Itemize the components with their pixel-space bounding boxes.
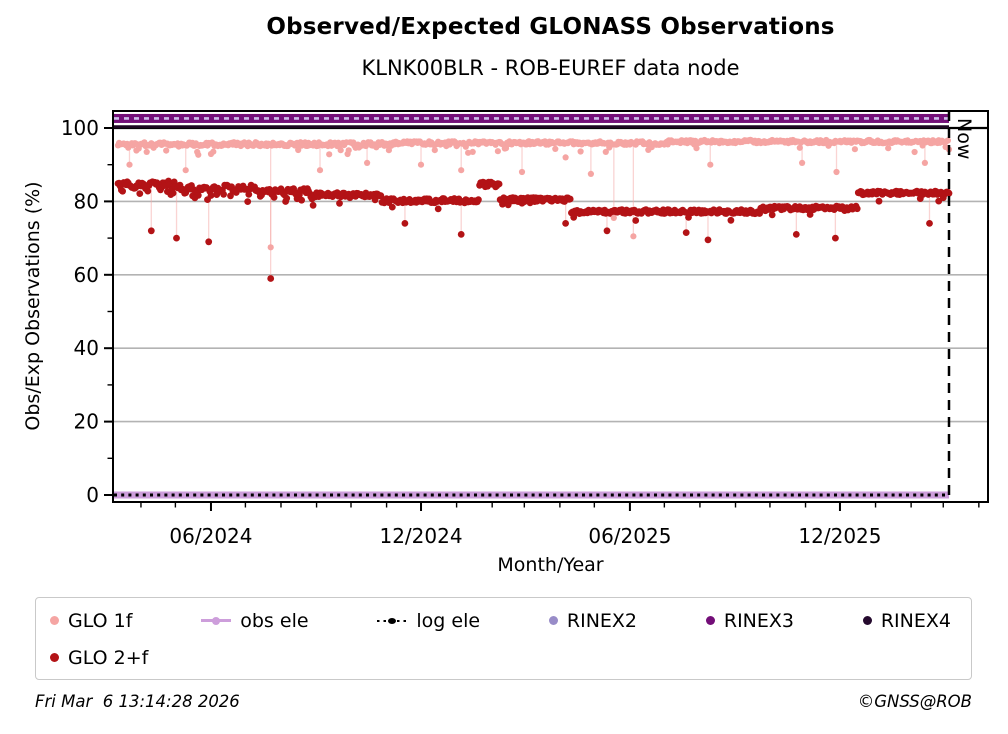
legend-item-glo-1f: GLO 1f bbox=[50, 610, 132, 632]
copyright-text: ©GNSS@ROB bbox=[857, 692, 972, 711]
legend-label: GLO 2+f bbox=[68, 646, 149, 669]
legend-item-rinex2: RINEX2 bbox=[548, 609, 638, 632]
legend-item-log-ele: log ele bbox=[377, 610, 480, 632]
obs-ele-overlay bbox=[114, 491, 949, 499]
glo-1f-marker-icon bbox=[50, 616, 59, 625]
y-tick-label: 100 bbox=[61, 116, 99, 140]
legend-item-glo-2-f: GLO 2+f bbox=[50, 647, 148, 669]
rinex2-marker-icon bbox=[548, 616, 558, 625]
x-tick-label: 12/2024 bbox=[379, 524, 462, 548]
outlier-droplines bbox=[128, 145, 931, 279]
y-axis-tick-labels: 0 20 40 60 80 100 bbox=[61, 116, 99, 507]
chart-subtitle: KLNK00BLR - ROB-EUREF data node bbox=[361, 56, 740, 80]
plot-frame bbox=[112, 110, 989, 503]
rinex4-marker-icon bbox=[862, 616, 872, 625]
y-tick-label: 80 bbox=[74, 189, 99, 213]
legend-item-rinex3: RINEX3 bbox=[705, 609, 795, 632]
rinex3-marker-icon bbox=[705, 616, 715, 625]
log-ele-marker-icon bbox=[377, 616, 408, 625]
legend-label: RINEX2 bbox=[566, 609, 638, 632]
x-tick-label: 06/2024 bbox=[169, 524, 252, 548]
rinex3-overlay bbox=[114, 113, 949, 123]
x-tick-label: 12/2025 bbox=[798, 524, 881, 548]
legend-label: GLO 1f bbox=[68, 609, 133, 632]
y-tick-label: 60 bbox=[74, 263, 99, 287]
y-axis-ticks bbox=[104, 127, 113, 496]
y-tick-label: 20 bbox=[74, 410, 99, 434]
legend-item-rinex4: RINEX4 bbox=[862, 609, 951, 632]
chart-legend: GLO 1f obs ele log ele RINEX2 RINEX3 RINEX4 GL… bbox=[35, 597, 972, 680]
legend-label: obs ele bbox=[240, 609, 309, 632]
gridlines bbox=[113, 200, 988, 423]
x-tick-label: 06/2025 bbox=[588, 524, 671, 548]
glo-2-f-marker-icon bbox=[50, 653, 59, 662]
x-axis-tick-labels: 06/2024 12/2024 06/2025 12/2025 bbox=[169, 524, 881, 548]
obs-ele-marker-icon bbox=[201, 616, 232, 625]
now-label: Now bbox=[953, 118, 975, 159]
legend-label: RINEX4 bbox=[880, 609, 951, 632]
legend-item-obs-ele: obs ele bbox=[201, 609, 309, 632]
x-axis-ticks bbox=[140, 502, 980, 511]
legend-row: GLO 1f obs ele log ele RINEX2 RINEX3 RINEX4 bbox=[50, 605, 951, 636]
timestamp-text: Fri Mar 6 13:14:28 2026 bbox=[35, 692, 240, 711]
y-tick-label: 40 bbox=[74, 336, 99, 360]
glo-1f-points bbox=[114, 136, 953, 251]
legend-label: RINEX3 bbox=[723, 609, 795, 632]
legend-label: log ele bbox=[416, 609, 481, 632]
legend-row: GLO 2+f bbox=[50, 642, 951, 673]
chart-title: Observed/Expected GLONASS Observations bbox=[266, 14, 835, 40]
x-axis-label: Month/Year bbox=[497, 554, 604, 576]
now-line: Now bbox=[947, 111, 975, 502]
y-tick-label: 0 bbox=[86, 483, 99, 507]
glo-2f-points bbox=[114, 177, 953, 282]
